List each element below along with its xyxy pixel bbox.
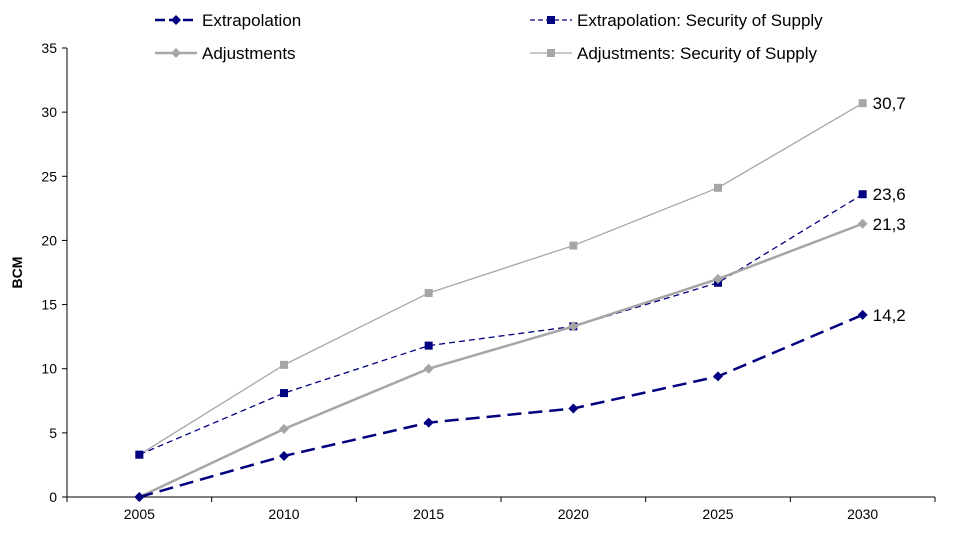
data-label: 14,2 [873, 306, 906, 325]
x-tick-label: 2030 [847, 506, 878, 522]
data-point [568, 403, 579, 414]
legend: Extrapolation Extrapolation: Security of … [155, 11, 823, 63]
legend-label: Extrapolation [202, 11, 301, 30]
data-point [280, 389, 288, 398]
y-tick-label: 25 [41, 168, 57, 184]
data-point [858, 190, 867, 199]
legend-label: Adjustments: Security of Supply [577, 44, 818, 63]
y-tick-label: 35 [41, 40, 57, 56]
data-point [857, 218, 868, 229]
legend-label: Adjustments [202, 44, 296, 63]
data-point [858, 99, 867, 108]
legend-marker [171, 48, 181, 58]
data-point [713, 371, 723, 382]
legend-entry: Extrapolation: Security of Supply [530, 11, 823, 30]
data-point [424, 341, 433, 350]
data-point [423, 417, 434, 428]
data-point [568, 321, 579, 332]
y-tick-label: 30 [41, 104, 57, 120]
data-label: 21,3 [873, 215, 906, 234]
series-4 [135, 99, 867, 459]
series-line [138, 222, 864, 499]
series-line [138, 313, 864, 499]
legend-marker [547, 49, 555, 57]
y-tick-label: 15 [41, 297, 57, 313]
x-tick-label: 2020 [558, 506, 589, 522]
data-point [135, 450, 144, 459]
data-point [424, 289, 433, 298]
y-tick-label: 10 [41, 361, 57, 377]
series-3 [134, 218, 868, 502]
series-2 [135, 190, 867, 459]
legend-marker [171, 15, 181, 25]
y-axis-label: BCM [9, 257, 25, 289]
legend-marker [547, 16, 555, 24]
x-tick-label: 2015 [413, 506, 444, 522]
y-tick-label: 5 [49, 425, 57, 441]
data-point [279, 450, 289, 461]
data-point [714, 183, 722, 192]
data-point [857, 309, 868, 320]
data-label: 23,6 [873, 185, 906, 204]
data-label: 30,7 [873, 94, 906, 113]
legend-entry: Adjustments [155, 44, 296, 63]
series-1 [134, 309, 868, 502]
data-point [134, 492, 145, 502]
x-tick-label: 2010 [268, 506, 299, 522]
data-point [423, 363, 434, 374]
data-labels: 14,2 23,6 21,3 30,7 [873, 94, 906, 325]
series-line [138, 102, 863, 456]
y-tick-label: 20 [41, 232, 57, 248]
data-point [279, 424, 289, 435]
legend-label: Extrapolation: Security of Supply [577, 11, 823, 30]
series-layer [134, 99, 868, 502]
legend-entry: Adjustments: Security of Supply [530, 44, 818, 63]
data-point [280, 360, 288, 369]
x-tick-label: 2025 [702, 506, 733, 522]
y-tick-label: 0 [49, 489, 57, 505]
series-line [139, 193, 864, 456]
x-tick-label: 2005 [124, 506, 155, 522]
data-point [569, 241, 578, 250]
data-point [713, 273, 723, 284]
legend-entry: Extrapolation [155, 11, 301, 30]
